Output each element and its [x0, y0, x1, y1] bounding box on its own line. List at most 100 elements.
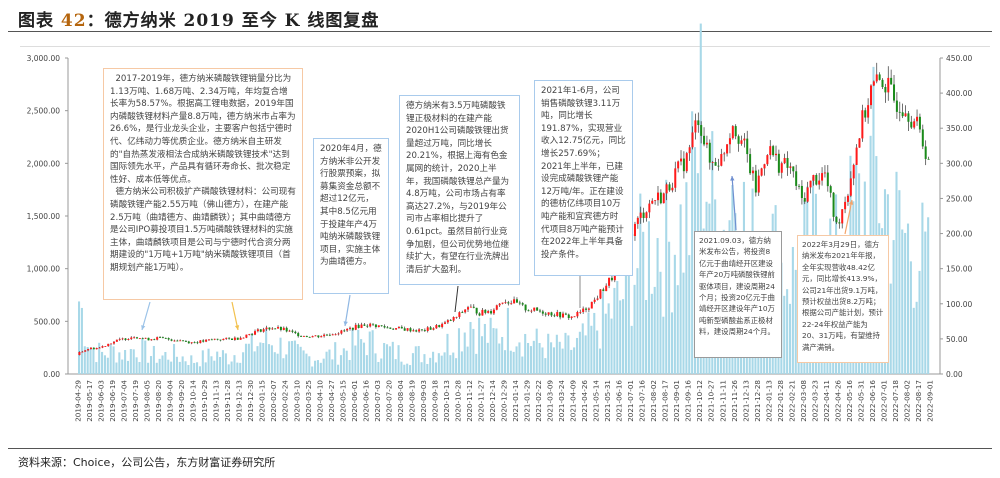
- x-tick-label: 2021-04-26: [580, 380, 589, 422]
- candle-body: [763, 164, 766, 169]
- candle-body: [536, 307, 539, 311]
- candle-body: [228, 337, 231, 339]
- candle-body: [101, 346, 104, 348]
- candle-body: [789, 166, 792, 168]
- volume-bar: [181, 356, 184, 374]
- y-tick-label: 500.00: [34, 317, 60, 326]
- candle-body: [415, 330, 418, 332]
- volume-bar: [299, 346, 302, 374]
- candle-body: [890, 77, 893, 85]
- volume-bar: [685, 182, 688, 374]
- candle-body: [144, 337, 147, 339]
- candle-body: [294, 331, 297, 334]
- volume-bar: [483, 323, 486, 374]
- candle-body: [513, 299, 516, 304]
- candle-body: [852, 164, 855, 179]
- volume-bar: [138, 362, 141, 374]
- volume-bar: [129, 349, 132, 374]
- x-tick-label: 2020-02-24: [281, 380, 290, 422]
- candle-body: [826, 172, 829, 187]
- candle-body: [541, 311, 544, 314]
- volume-bar: [446, 333, 449, 374]
- x-tick-label: 2021-05-14: [592, 380, 601, 422]
- volume-bar: [374, 353, 377, 374]
- candle-body: [302, 335, 305, 337]
- x-tick-label: 2022-04-26: [833, 380, 842, 422]
- volume-bar: [380, 358, 383, 374]
- candle-body: [524, 304, 527, 311]
- candle-body: [907, 113, 910, 122]
- candle-body: [875, 74, 878, 82]
- x-tick-label: 2020-12-14: [488, 380, 497, 422]
- volume-bar: [342, 348, 345, 374]
- candle-body: [659, 192, 662, 204]
- volume-bar: [175, 356, 178, 374]
- candle-body: [334, 334, 337, 336]
- candle-body: [599, 289, 602, 299]
- chart-frame-top: [20, 46, 990, 47]
- volume-bar: [607, 303, 610, 374]
- volume-bar: [305, 353, 308, 374]
- candle-body: [720, 154, 723, 166]
- candle-body: [495, 305, 498, 310]
- candle-body: [199, 340, 202, 344]
- candle-body: [230, 338, 234, 341]
- candle-body: [728, 138, 731, 145]
- volume-bar: [550, 342, 553, 374]
- candle-body: [544, 313, 547, 315]
- candle-body: [677, 161, 680, 169]
- candle-body: [832, 192, 835, 217]
- candle-body: [564, 313, 567, 315]
- candle-body: [697, 120, 700, 126]
- volume-bar: [610, 318, 613, 374]
- x-tick-label: 2020-08-19: [407, 380, 416, 422]
- x-tick-label: 2021-10-12: [695, 380, 704, 422]
- x-tick-label: 2021-11-11: [718, 380, 727, 422]
- candle-body: [924, 146, 927, 159]
- candle-body: [636, 217, 639, 224]
- candle-body: [518, 302, 521, 304]
- candle-body: [538, 310, 541, 312]
- volume-bar: [656, 238, 659, 374]
- volume-bar: [452, 352, 455, 374]
- candle-body: [167, 338, 170, 340]
- volume-bar: [521, 356, 524, 374]
- volume-bar: [463, 332, 466, 374]
- volume-bar: [573, 347, 576, 374]
- candle-body: [256, 329, 259, 332]
- candle-body: [504, 302, 507, 304]
- x-tick-label: 2021-10-27: [707, 380, 716, 422]
- candle-body: [170, 339, 173, 341]
- candle-body: [559, 312, 562, 318]
- volume-bar: [679, 204, 682, 374]
- candle-body: [806, 187, 809, 202]
- candle-body: [608, 277, 611, 286]
- candle-body: [685, 153, 688, 172]
- volume-bar: [915, 301, 918, 374]
- volume-bar: [328, 349, 331, 374]
- candle-body: [487, 311, 490, 313]
- volume-bar: [895, 171, 898, 374]
- candle-body: [774, 153, 778, 156]
- y-tick-label: 2,000.00: [27, 159, 61, 168]
- x-tick-label: 2021-07-16: [638, 380, 647, 422]
- volume-bar: [230, 361, 233, 374]
- candle-body: [130, 337, 133, 340]
- candle-body: [314, 335, 317, 337]
- volume-bar: [118, 352, 121, 374]
- candle-body: [510, 303, 513, 305]
- candle-body: [553, 315, 556, 317]
- candle-body: [190, 342, 193, 344]
- candle-body: [92, 347, 95, 350]
- candle-body: [455, 316, 458, 318]
- volume-bar: [351, 329, 354, 374]
- volume-bar: [178, 361, 181, 374]
- volume-bar: [489, 317, 492, 374]
- candle-body: [354, 324, 357, 330]
- volume-bar: [411, 353, 414, 374]
- candle-body: [792, 166, 795, 172]
- annotation-2017-2019: 2017-2019年，德方纳米磷酸铁锂销量分比为1.13万吨、1.68万吨、2.…: [103, 68, 303, 300]
- candle-body: [711, 162, 714, 163]
- volume-bar: [296, 344, 299, 374]
- candle-body: [705, 142, 708, 145]
